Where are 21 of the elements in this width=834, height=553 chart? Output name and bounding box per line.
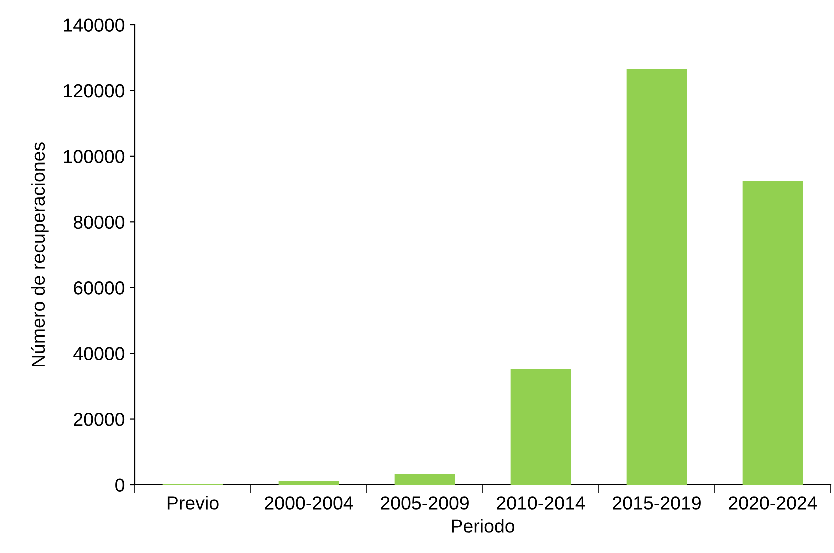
y-tick-label: 40000 bbox=[74, 347, 125, 361]
y-tick-label: 80000 bbox=[74, 216, 125, 230]
y-tick-label: 140000 bbox=[64, 18, 125, 32]
x-tick-label: 2020-2024 bbox=[729, 496, 818, 510]
bar bbox=[510, 369, 572, 485]
x-tick-label: 2005-2009 bbox=[381, 496, 469, 510]
bar bbox=[626, 69, 688, 485]
bar bbox=[278, 481, 340, 485]
bar bbox=[394, 474, 456, 485]
y-tick-label: 120000 bbox=[64, 84, 125, 98]
y-tick-label: 60000 bbox=[74, 282, 125, 295]
y-tick-label: 0 bbox=[116, 478, 125, 492]
x-tick-label: 2000-2004 bbox=[265, 496, 354, 510]
y-axis-title: Número de recuperaciones bbox=[31, 142, 49, 367]
x-tick-label: 2015-2019 bbox=[613, 496, 701, 510]
x-tick-label: 2010-2014 bbox=[497, 496, 586, 510]
bar bbox=[742, 181, 804, 485]
y-tick-label: 100000 bbox=[64, 150, 125, 164]
x-tick-label: Previo bbox=[168, 496, 219, 510]
y-tick-label: 20000 bbox=[74, 412, 125, 426]
x-axis-title: Periodo bbox=[452, 519, 515, 533]
